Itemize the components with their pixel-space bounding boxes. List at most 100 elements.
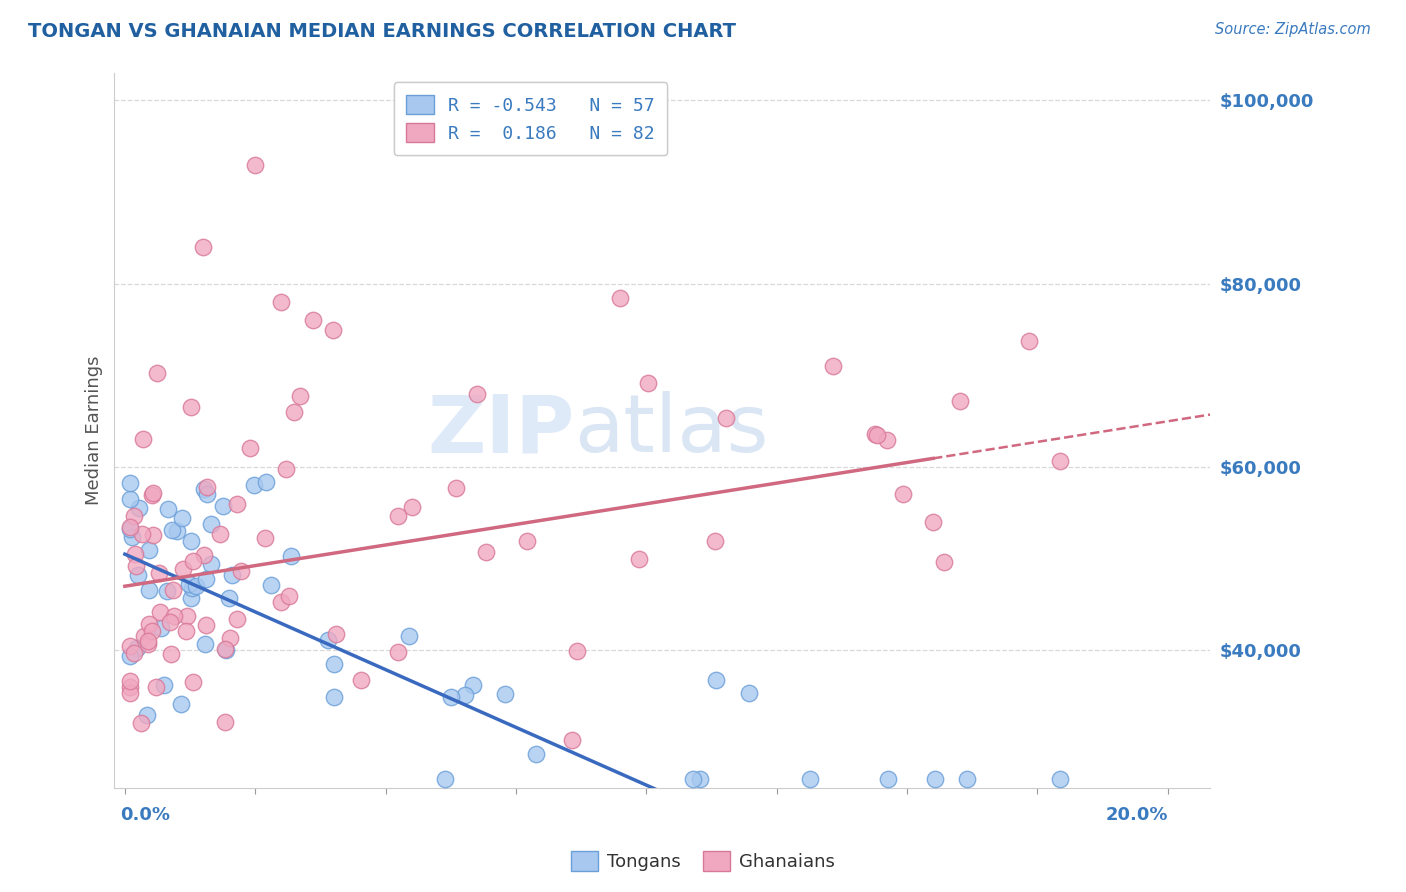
- Point: [524, 747, 547, 761]
- Point: [322, 657, 344, 671]
- Point: [121, 530, 143, 544]
- Point: [565, 643, 588, 657]
- Text: 0.0%: 0.0%: [120, 806, 170, 824]
- Point: [239, 441, 262, 455]
- Legend: R = -0.543   N = 57, R =  0.186   N = 82: R = -0.543 N = 57, R = 0.186 N = 82: [394, 82, 668, 155]
- Point: [214, 642, 236, 657]
- Point: [141, 624, 163, 638]
- Point: [122, 509, 145, 524]
- Point: [221, 567, 243, 582]
- Point: [170, 510, 193, 524]
- Point: [120, 491, 142, 506]
- Point: [866, 428, 889, 442]
- Point: [159, 615, 181, 630]
- Point: [627, 551, 650, 566]
- Point: [176, 609, 198, 624]
- Point: [122, 647, 145, 661]
- Point: [323, 690, 346, 704]
- Point: [1049, 454, 1071, 468]
- Point: [195, 572, 218, 586]
- Point: [219, 631, 242, 645]
- Point: [609, 291, 631, 305]
- Point: [120, 686, 142, 700]
- Point: [494, 687, 516, 701]
- Text: Source: ZipAtlas.com: Source: ZipAtlas.com: [1215, 22, 1371, 37]
- Point: [138, 542, 160, 557]
- Y-axis label: Median Earnings: Median Earnings: [86, 356, 103, 505]
- Point: [799, 772, 821, 786]
- Point: [120, 680, 142, 694]
- Point: [148, 605, 170, 619]
- Point: [159, 647, 181, 661]
- Point: [180, 591, 202, 605]
- Point: [120, 522, 142, 536]
- Point: [924, 772, 946, 786]
- Point: [184, 579, 207, 593]
- Point: [125, 559, 148, 574]
- Point: [322, 323, 344, 337]
- Point: [637, 376, 659, 390]
- Point: [180, 582, 202, 596]
- Point: [350, 673, 373, 688]
- Point: [209, 526, 232, 541]
- Point: [891, 487, 914, 501]
- Point: [120, 674, 142, 689]
- Point: [245, 158, 267, 172]
- Point: [218, 591, 240, 605]
- Point: [921, 516, 943, 530]
- Point: [516, 534, 538, 549]
- Point: [129, 716, 152, 731]
- Point: [461, 678, 484, 692]
- Point: [138, 582, 160, 597]
- Point: [157, 501, 180, 516]
- Point: [318, 632, 340, 647]
- Text: 20.0%: 20.0%: [1105, 806, 1168, 824]
- Point: [254, 475, 277, 489]
- Point: [120, 476, 142, 491]
- Point: [949, 393, 972, 408]
- Point: [183, 554, 205, 568]
- Point: [166, 524, 188, 539]
- Point: [863, 426, 886, 441]
- Text: ZIP: ZIP: [427, 392, 575, 469]
- Point: [253, 532, 276, 546]
- Point: [465, 387, 488, 401]
- Point: [162, 582, 184, 597]
- Point: [148, 566, 170, 580]
- Point: [280, 549, 302, 564]
- Point: [127, 567, 149, 582]
- Point: [215, 643, 238, 657]
- Point: [398, 629, 420, 643]
- Point: [401, 500, 423, 514]
- Point: [434, 772, 457, 786]
- Point: [163, 609, 186, 624]
- Point: [120, 649, 142, 664]
- Point: [146, 366, 169, 380]
- Point: [956, 772, 979, 786]
- Point: [453, 688, 475, 702]
- Point: [142, 486, 165, 500]
- Point: [141, 488, 163, 502]
- Point: [195, 480, 218, 494]
- Text: TONGAN VS GHANAIAN MEDIAN EARNINGS CORRELATION CHART: TONGAN VS GHANAIAN MEDIAN EARNINGS CORRE…: [28, 22, 737, 41]
- Point: [180, 400, 202, 414]
- Point: [714, 411, 737, 425]
- Point: [278, 590, 301, 604]
- Point: [195, 487, 218, 501]
- Point: [231, 564, 253, 578]
- Point: [172, 562, 194, 576]
- Point: [446, 481, 468, 495]
- Point: [823, 359, 845, 373]
- Point: [738, 686, 761, 700]
- Point: [283, 405, 305, 419]
- Point: [325, 627, 347, 641]
- Point: [156, 583, 179, 598]
- Point: [270, 595, 292, 609]
- Point: [170, 697, 193, 711]
- Point: [288, 389, 311, 403]
- Point: [387, 509, 409, 524]
- Point: [142, 527, 165, 541]
- Point: [138, 617, 160, 632]
- Point: [181, 674, 204, 689]
- Point: [160, 523, 183, 537]
